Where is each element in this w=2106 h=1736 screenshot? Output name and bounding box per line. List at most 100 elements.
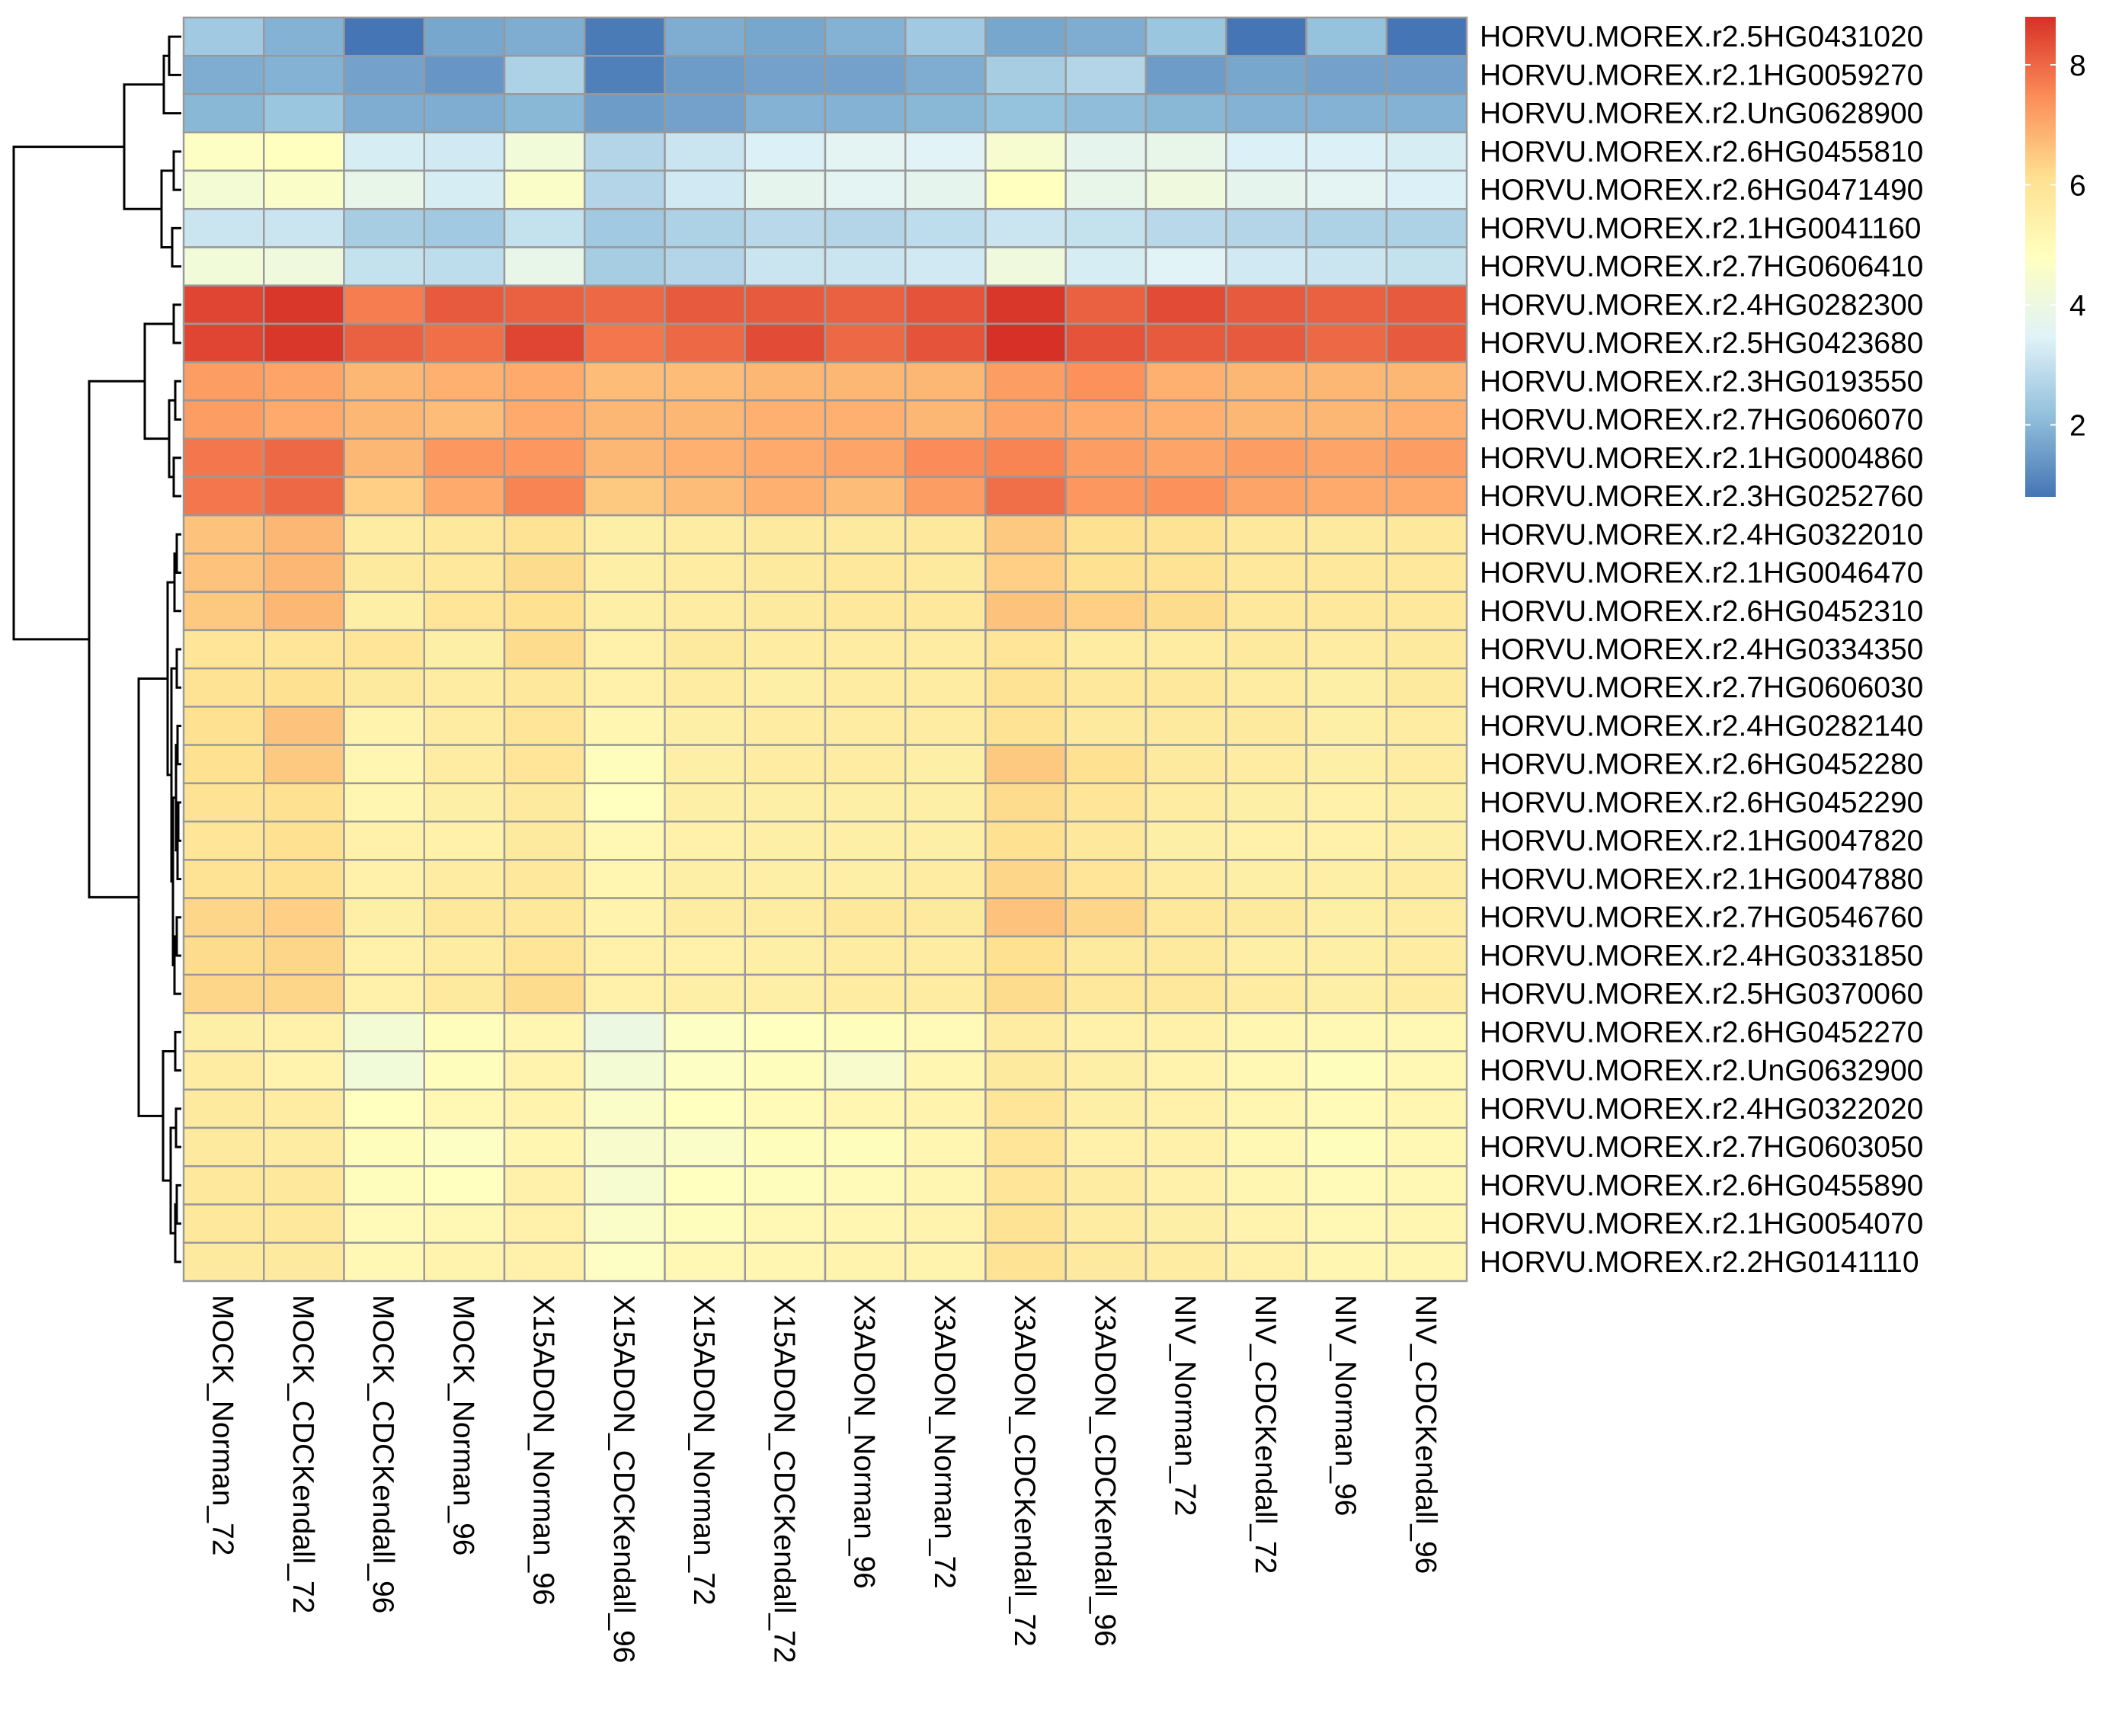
heatmap-cell [824, 360, 907, 402]
heatmap-cell [263, 744, 345, 785]
heatmap-cell [343, 284, 425, 325]
heatmap-cell [182, 169, 265, 210]
heatmap-cell [343, 16, 425, 57]
heatmap-cell [1385, 437, 1468, 479]
heatmap-cell [263, 1203, 345, 1244]
dendrogram-branch [12, 146, 124, 641]
heatmap-cell [182, 1012, 265, 1052]
heatmap-cell [263, 360, 345, 402]
row-label: HORVU.MOREX.r2.6HG0452310 [1480, 595, 1923, 628]
heatmap-cell [1064, 476, 1147, 517]
dendrogram-branch [174, 1107, 181, 1148]
heatmap-cell [904, 437, 987, 479]
heatmap-cell [503, 973, 586, 1014]
heatmap-cell [1305, 553, 1387, 593]
heatmap-cell [1064, 399, 1147, 440]
column-label: MOCK_CDCKendall_72 [286, 1295, 319, 1613]
heatmap-cell [664, 322, 746, 364]
heatmap-cell [984, 744, 1067, 785]
heatmap-cell [1144, 667, 1227, 708]
heatmap-cell [182, 706, 265, 746]
heatmap-cell [182, 476, 265, 517]
heatmap-cell [1225, 859, 1307, 899]
heatmap-cell [904, 169, 987, 210]
heatmap-cell [1385, 553, 1468, 593]
heatmap-cell [824, 399, 907, 440]
heatmap-cell [423, 706, 506, 746]
heatmap-cell [824, 973, 907, 1014]
heatmap-cell [343, 207, 425, 248]
heatmap-cell [744, 820, 827, 861]
heatmap-cell [263, 246, 345, 287]
heatmap-cell [1144, 744, 1227, 785]
heatmap-cell [904, 1203, 987, 1244]
heatmap-cell [423, 973, 506, 1014]
heatmap-cell [423, 246, 506, 287]
heatmap-cell [343, 1050, 425, 1091]
heatmap-cell [984, 859, 1067, 899]
heatmap-cell [1225, 1203, 1307, 1244]
heatmap-cell [1305, 1165, 1387, 1206]
heatmap-cell [584, 935, 666, 976]
heatmap-cell [744, 629, 827, 670]
heatmap-cell [503, 169, 586, 210]
heatmap-cell [664, 360, 746, 402]
heatmap-cell [744, 667, 827, 708]
heatmap-cell [182, 131, 265, 172]
heatmap-cell [584, 246, 666, 287]
heatmap-cell [1305, 93, 1387, 133]
heatmap-cell [984, 629, 1067, 670]
heatmap-cell [904, 859, 987, 899]
heatmap-cell [423, 322, 506, 364]
heatmap-cell [584, 437, 666, 479]
heatmap-cell [263, 322, 345, 364]
heatmap-cell [1064, 897, 1147, 938]
dendrogram-branch [172, 456, 181, 498]
heatmap-cell [343, 629, 425, 670]
heatmap-cell [904, 973, 987, 1014]
heatmap-cell [1144, 782, 1227, 823]
row-label: HORVU.MOREX.r2.5HG0423680 [1480, 327, 1923, 360]
column-label: NIV_CDCKendall_96 [1409, 1295, 1442, 1574]
heatmap-cell [1225, 935, 1307, 976]
heatmap-cell [423, 782, 506, 823]
heatmap-cell [584, 476, 666, 517]
heatmap-cell [584, 782, 666, 823]
heatmap-cell [263, 1050, 345, 1091]
column-label: NIV_CDCKendall_72 [1249, 1295, 1282, 1574]
heatmap-cell [263, 1165, 345, 1206]
heatmap-cell [1225, 322, 1307, 364]
dendrogram-branch [174, 1030, 181, 1072]
heatmap-cell [1064, 1241, 1147, 1283]
color-legend-ticks: 2 4 6 8 [2025, 50, 2086, 443]
heatmap-cell [584, 820, 666, 861]
heatmap-cell [824, 591, 907, 632]
heatmap-cell [584, 629, 666, 670]
dendrogram-branch [175, 916, 181, 957]
heatmap-cell [423, 399, 506, 440]
heatmap-cell [343, 1165, 425, 1206]
heatmap-cell [182, 820, 265, 861]
heatmap-cell [984, 1241, 1067, 1283]
heatmap-cell [423, 16, 506, 57]
heatmap-cell [263, 629, 345, 670]
heatmap-cell [1225, 897, 1307, 938]
dendrogram-branch [171, 226, 181, 268]
heatmap-cell [984, 1088, 1067, 1129]
row-label: HORVU.MOREX.r2.7HG0546760 [1480, 902, 1923, 934]
heatmap-cell [182, 1126, 265, 1167]
heatmap-cell [584, 1088, 666, 1129]
heatmap-cell [744, 360, 827, 402]
heatmap-cell [984, 54, 1067, 95]
heatmap-cell [1225, 476, 1307, 517]
column-label: NIV_Norman_72 [1169, 1295, 1202, 1516]
heatmap-cell [984, 514, 1067, 555]
heatmap-cell [182, 437, 265, 479]
heatmap-cell [1305, 820, 1387, 861]
heatmap-cell [343, 1203, 425, 1244]
heatmap-cell [1064, 207, 1147, 248]
heatmap-cell [664, 782, 746, 823]
heatmap-cell [423, 54, 506, 95]
heatmap-cell [423, 667, 506, 708]
